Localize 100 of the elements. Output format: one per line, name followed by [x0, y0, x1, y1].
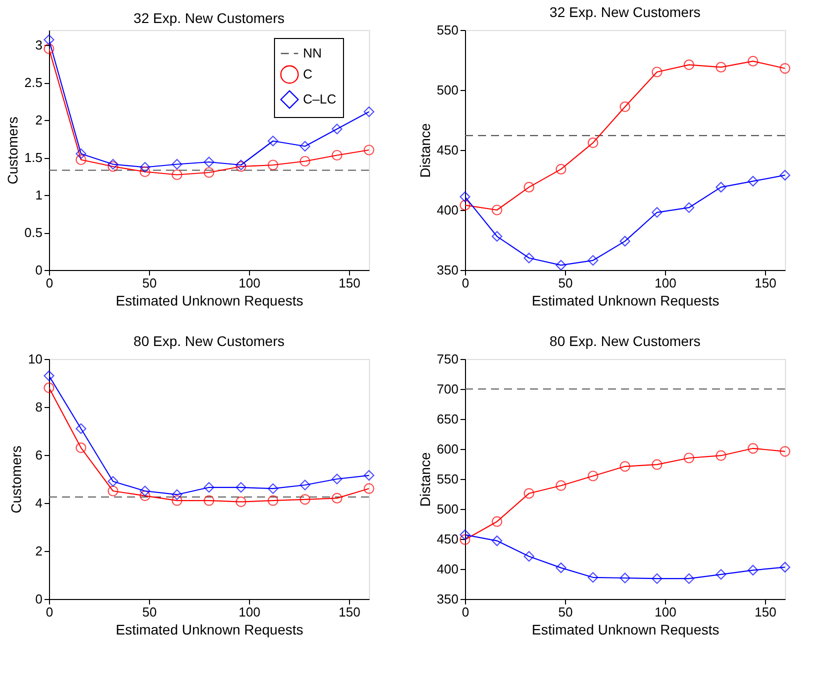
point — [684, 573, 694, 584]
point — [684, 60, 694, 70]
point — [460, 200, 470, 210]
point — [140, 490, 150, 502]
point — [364, 144, 374, 156]
x-tick-label: 100 — [238, 604, 260, 620]
point — [524, 551, 534, 562]
x-tick-label: 150 — [338, 276, 360, 290]
point — [716, 62, 726, 72]
chart-title: 32 Exp. New Customers — [134, 10, 284, 26]
x-tick-label: 100 — [238, 276, 260, 290]
x-axis-title: Estimated Unknown Requests — [532, 292, 720, 308]
point — [652, 66, 662, 78]
x-tick-label: 0 — [462, 604, 470, 620]
y-tick-label: 550 — [436, 22, 458, 38]
point — [684, 452, 694, 464]
legend-label: C–LC — [303, 92, 336, 106]
point — [716, 569, 726, 580]
point — [620, 236, 630, 246]
point — [524, 488, 534, 499]
y-tick-label: 350 — [436, 262, 458, 278]
point — [140, 166, 150, 178]
y-tick-label: 450 — [436, 532, 458, 546]
point — [204, 167, 214, 178]
point — [492, 231, 502, 242]
y-tick-label: 750 — [436, 352, 458, 366]
y-tick-label: 2 — [35, 544, 42, 558]
point — [300, 140, 310, 152]
point — [204, 156, 214, 168]
point — [652, 207, 662, 218]
point — [652, 573, 662, 584]
x-tick-label: 100 — [654, 276, 676, 290]
y-tick-label: 650 — [436, 412, 458, 426]
y-tick-label: 0.5 — [24, 225, 42, 240]
y-axis-title: Distance — [416, 123, 433, 178]
y-tick-label: 4 — [35, 496, 42, 510]
point — [300, 156, 310, 167]
x-axis-title: Estimated Unknown Requests — [116, 292, 304, 308]
point — [620, 461, 630, 472]
point — [492, 516, 502, 527]
y-axis-title: Distance — [416, 452, 433, 507]
point — [556, 480, 566, 491]
y-tick-label: 400 — [436, 202, 458, 218]
point — [108, 161, 118, 172]
point — [620, 572, 630, 584]
x-tick-label: 50 — [558, 276, 573, 290]
point — [780, 63, 790, 74]
y-axis-title: Customers — [4, 116, 20, 184]
point — [588, 138, 598, 148]
y-tick-label: 600 — [436, 442, 458, 456]
point — [460, 192, 470, 202]
x-tick-label: 0 — [46, 604, 54, 620]
legend-label: C — [303, 66, 312, 82]
point — [44, 382, 54, 394]
point — [332, 474, 342, 484]
point — [748, 564, 758, 576]
point — [140, 486, 150, 496]
y-tick-label: 700 — [436, 382, 458, 396]
point — [588, 572, 598, 583]
y-tick-label: 350 — [436, 592, 458, 606]
x-axis-title: Estimated Unknown Requests — [532, 622, 720, 638]
x-axis-title: Estimated Unknown Requests — [116, 622, 304, 638]
point — [108, 476, 118, 487]
chart-title: 80 Exp. New Customers — [134, 333, 284, 349]
y-tick-label: 3 — [35, 38, 42, 52]
x-tick-label: 0 — [462, 276, 470, 290]
y-tick-label: 0 — [35, 262, 42, 278]
y-tick-label: 8 — [35, 400, 42, 414]
point — [492, 204, 502, 216]
x-tick-label: 0 — [46, 276, 54, 290]
point — [716, 182, 726, 192]
point — [76, 148, 86, 160]
x-tick-label: 100 — [654, 604, 676, 620]
point — [492, 536, 502, 546]
point — [108, 486, 118, 496]
point — [364, 106, 374, 118]
point — [268, 495, 278, 506]
y-axis-title: Customers — [8, 446, 24, 514]
point — [524, 252, 534, 264]
point — [524, 182, 534, 192]
point — [780, 562, 790, 572]
point — [332, 150, 342, 161]
legend-label: NN — [303, 46, 322, 60]
point — [76, 154, 86, 166]
chart-title: 32 Exp. New Customers — [550, 4, 700, 20]
point — [268, 483, 278, 494]
y-tick-label: 400 — [436, 562, 458, 576]
point — [652, 459, 662, 470]
point — [460, 534, 470, 545]
x-tick-label: 150 — [754, 604, 776, 620]
point — [588, 470, 598, 482]
point — [364, 470, 374, 481]
point — [684, 202, 694, 213]
point — [76, 442, 86, 454]
point — [556, 562, 566, 574]
point — [44, 370, 54, 382]
point — [620, 102, 630, 112]
point — [780, 446, 790, 457]
y-tick-label: 1.5 — [24, 150, 42, 165]
point — [172, 158, 182, 170]
